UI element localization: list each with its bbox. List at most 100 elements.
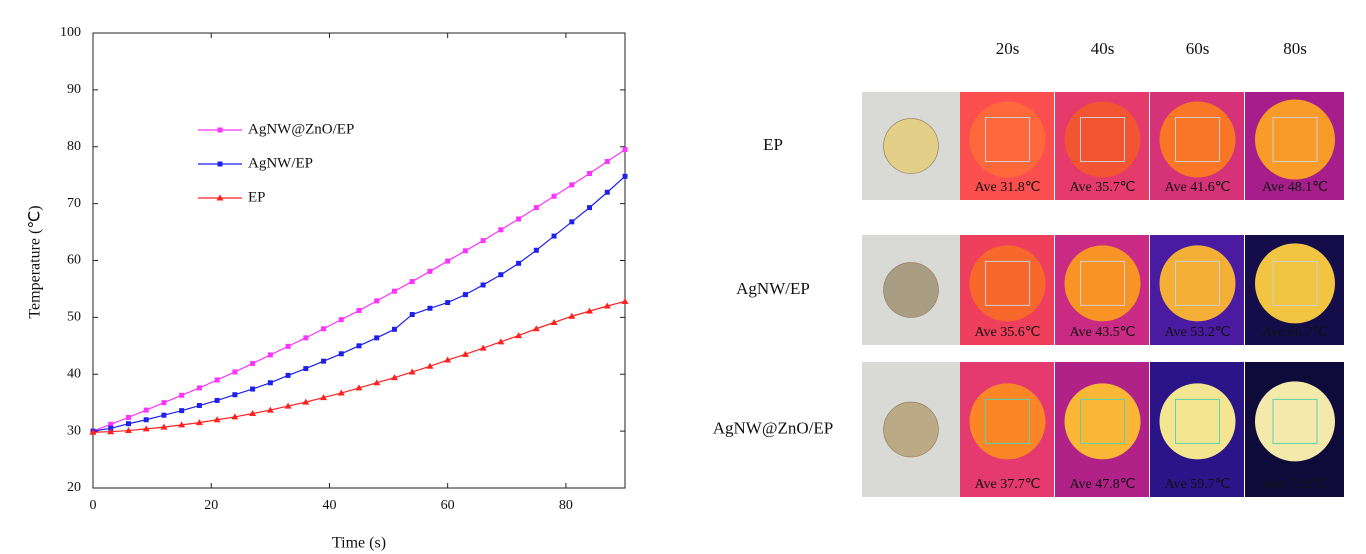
measure-box bbox=[985, 117, 1030, 163]
temperature-reading: Ave 59.7℃ bbox=[1164, 477, 1230, 492]
data-point bbox=[125, 421, 131, 427]
data-point bbox=[89, 428, 97, 435]
legend-label: AgNW/EP bbox=[248, 155, 313, 171]
data-point bbox=[533, 247, 539, 253]
data-point bbox=[462, 292, 468, 298]
x-axis-label: Time (s) bbox=[332, 535, 386, 552]
hot-spot bbox=[969, 383, 1046, 460]
measure-box bbox=[985, 398, 1030, 444]
column-header: 20s bbox=[996, 39, 1020, 58]
column-header: 60s bbox=[1186, 39, 1210, 58]
data-point bbox=[178, 421, 186, 428]
data-point bbox=[338, 351, 344, 357]
data-point bbox=[161, 412, 167, 418]
data-point bbox=[196, 385, 202, 391]
hot-spot bbox=[1159, 101, 1236, 178]
data-point bbox=[532, 325, 540, 332]
data-point bbox=[462, 248, 468, 254]
data-point bbox=[231, 413, 239, 420]
hot-spot bbox=[969, 245, 1046, 322]
data-point bbox=[516, 260, 522, 266]
data-point bbox=[445, 258, 451, 264]
series-line bbox=[92, 175, 626, 432]
data-point bbox=[498, 227, 504, 233]
sample-photo bbox=[883, 118, 939, 174]
data-point bbox=[214, 397, 220, 403]
y-tick-label: 30 bbox=[67, 423, 81, 438]
data-point bbox=[179, 392, 185, 398]
hot-spot bbox=[1255, 243, 1335, 324]
hot-spot bbox=[1159, 245, 1236, 322]
legend-marker bbox=[217, 127, 223, 133]
data-point bbox=[267, 380, 273, 386]
temperature-reading: Ave 41.6℃ bbox=[1164, 180, 1230, 195]
data-point bbox=[408, 368, 416, 375]
data-point bbox=[161, 400, 167, 406]
data-point bbox=[604, 189, 610, 195]
data-point bbox=[143, 417, 149, 423]
data-point bbox=[266, 406, 274, 413]
hot-spot bbox=[1064, 383, 1141, 460]
x-tick-label: 0 bbox=[90, 498, 97, 513]
data-point bbox=[461, 350, 469, 357]
row-label: AgNW@ZnO/EP bbox=[713, 418, 833, 437]
data-point bbox=[390, 374, 398, 381]
temperature-reading: Ave 37.7℃ bbox=[974, 477, 1040, 492]
hot-spot bbox=[1159, 383, 1236, 460]
data-point bbox=[374, 335, 380, 341]
temperature-reading: Ave 53.2℃ bbox=[1164, 325, 1230, 340]
data-point bbox=[427, 305, 433, 311]
data-point bbox=[480, 238, 486, 244]
measure-box bbox=[1272, 260, 1318, 306]
data-point bbox=[321, 326, 327, 332]
hot-spot bbox=[1064, 101, 1141, 178]
y-tick-label: 50 bbox=[67, 310, 81, 325]
data-point bbox=[550, 318, 558, 325]
temperature-reading: Ave 72.6℃ bbox=[1262, 477, 1328, 492]
measure-box bbox=[1272, 117, 1318, 163]
legend-label: EP bbox=[248, 189, 266, 205]
data-point bbox=[160, 423, 168, 430]
data-point bbox=[374, 298, 380, 304]
measure-box bbox=[1080, 117, 1125, 163]
data-point bbox=[143, 407, 149, 413]
data-point bbox=[250, 360, 256, 366]
data-point bbox=[303, 335, 309, 341]
y-axis-label: Temperature (℃) bbox=[27, 205, 44, 318]
data-point bbox=[568, 312, 576, 319]
data-point bbox=[516, 216, 522, 222]
x-tick-label: 80 bbox=[559, 498, 573, 513]
sample-photo bbox=[883, 401, 939, 458]
hot-spot bbox=[1255, 99, 1335, 180]
data-point bbox=[320, 394, 328, 401]
x-tick-label: 40 bbox=[322, 498, 336, 513]
data-point bbox=[284, 402, 292, 409]
data-point bbox=[587, 205, 593, 211]
data-point bbox=[603, 302, 611, 309]
measure-box bbox=[1080, 398, 1125, 444]
data-point bbox=[444, 356, 452, 363]
data-point bbox=[515, 332, 523, 339]
measure-box bbox=[1175, 260, 1220, 306]
hot-spot bbox=[1064, 245, 1141, 322]
data-point bbox=[426, 362, 434, 369]
plot-frame bbox=[92, 32, 626, 489]
y-tick-label: 60 bbox=[67, 253, 81, 268]
temperature-reading: Ave 43.5℃ bbox=[1069, 325, 1135, 340]
y-tick-label: 100 bbox=[60, 25, 81, 40]
data-point bbox=[587, 170, 593, 176]
data-point bbox=[179, 408, 185, 414]
legend-marker bbox=[216, 194, 224, 201]
data-point bbox=[303, 366, 309, 372]
measure-box bbox=[1175, 117, 1220, 163]
data-point bbox=[356, 343, 362, 349]
data-point bbox=[108, 421, 114, 427]
y-tick-label: 90 bbox=[67, 82, 81, 97]
data-point bbox=[124, 427, 132, 434]
measure-box bbox=[1272, 398, 1318, 444]
data-point bbox=[409, 312, 415, 318]
data-point bbox=[214, 377, 220, 383]
column-header: 80s bbox=[1283, 39, 1307, 58]
